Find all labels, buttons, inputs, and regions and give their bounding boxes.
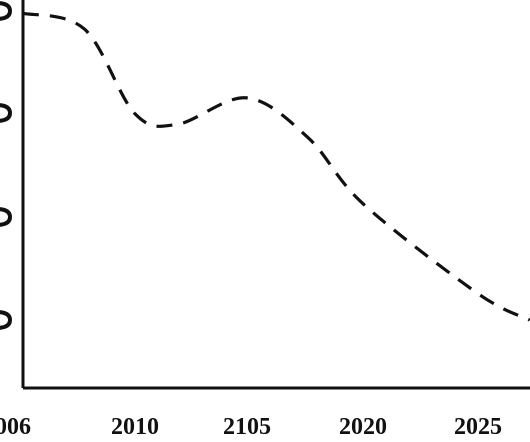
x-tick-label: 2025 [454,414,502,440]
y-axis-ticks [0,1,13,330]
x-tick-label: 2105 [223,414,271,440]
x-tick-label: 2010 [111,414,159,440]
series-group [22,11,530,322]
x-tick-label: 006 [0,414,31,440]
y-tick-label-fragment [0,103,13,123]
series-line [22,11,530,322]
y-tick-label-fragment [0,310,13,330]
y-tick-label-fragment [0,1,13,21]
y-tick-label-fragment [0,207,13,227]
x-axis-tick-labels: 006 2010 2105 2020 2025 [0,414,502,440]
axes [21,0,530,390]
x-tick-label: 2020 [339,414,387,440]
